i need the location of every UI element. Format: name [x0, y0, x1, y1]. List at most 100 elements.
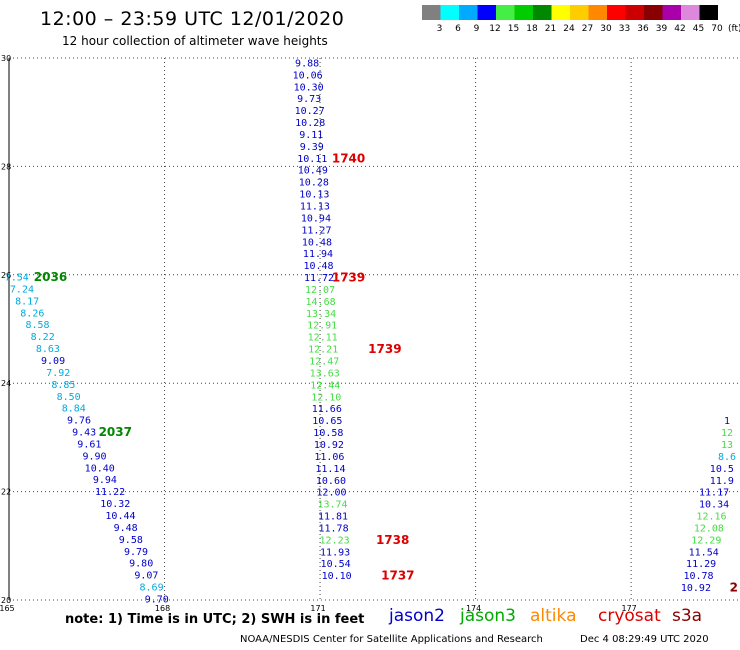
color-swatch [644, 5, 663, 20]
pass-time-label: 1739 [332, 271, 365, 285]
color-scale-label: 30 [600, 24, 612, 34]
footer-note: note: 1) Time is in UTC; 2) SWH is in fe… [65, 612, 365, 627]
wave-height-value: 7.92 [46, 368, 70, 379]
color-swatch [681, 5, 700, 20]
wave-height-value: 9.76 [67, 416, 91, 427]
color-scale-label: 39 [656, 24, 668, 34]
wave-height-value: 11.9 [710, 476, 734, 487]
color-scale-label: 27 [582, 24, 593, 34]
wave-height-value: 10.49 [298, 166, 328, 177]
wave-height-value: 12.07 [305, 285, 335, 296]
color-swatch [570, 5, 589, 20]
wave-height-value: 10.5 [710, 464, 734, 475]
wave-height-value: 9.09 [41, 356, 65, 367]
color-scale-label: 42 [674, 24, 685, 34]
color-scale-label: 21 [545, 24, 556, 34]
pass-time-label: 1740 [332, 151, 365, 165]
color-scale-label: 9 [474, 24, 480, 34]
wave-height-value: 10.58 [313, 428, 343, 439]
wave-height-value: 10.94 [301, 213, 331, 224]
wave-height-value: 10.30 [294, 82, 324, 93]
wave-height-value: 10.32 [100, 499, 130, 510]
wave-height-value: 8.69 [140, 583, 164, 594]
credit-line: NOAA/NESDIS Center for Satellite Applica… [240, 634, 543, 645]
wave-height-value: 12 [721, 428, 733, 439]
generated-timestamp: Dec 4 08:29:49 UTC 2020 [580, 634, 709, 645]
wave-height-value: 9.61 [77, 439, 101, 450]
wave-height-value: 11.93 [320, 547, 350, 558]
wave-height-value: 9.80 [129, 559, 153, 570]
wave-height-value: 10.40 [85, 463, 115, 474]
color-scale-label: 33 [619, 24, 630, 34]
wave-height-value: 10.54 [321, 559, 351, 570]
x-tick-label: 168 [155, 604, 170, 613]
wave-height-value: 10.48 [303, 261, 333, 272]
wave-height-value: 9.43 [72, 428, 96, 439]
y-tick-label: 24 [1, 379, 11, 388]
color-scale-label: 24 [563, 24, 575, 34]
color-scale-label: 36 [637, 24, 649, 34]
wave-height-value: 12.47 [309, 357, 339, 368]
wave-height-value: 9.90 [82, 451, 106, 462]
color-scale-label: 3 [437, 24, 443, 34]
wave-height-value: 11.29 [686, 559, 716, 570]
wave-height-value: 10.27 [295, 106, 325, 117]
wave-height-value: 10.48 [302, 237, 332, 248]
wave-height-value: 12.21 [308, 345, 338, 356]
wave-height-value: 8.85 [51, 380, 75, 391]
wave-height-value: 7.54 [5, 273, 29, 284]
wave-height-value: 8.6 [718, 452, 736, 463]
wave-height-value: 9.48 [114, 523, 138, 534]
color-scale-label: 70 [711, 24, 723, 34]
wave-height-value: 11.66 [312, 404, 342, 415]
wave-height-value: 9.79 [124, 547, 148, 558]
color-swatch [625, 5, 644, 20]
wave-height-value: 10.06 [293, 70, 323, 81]
wave-height-value: 10.28 [299, 178, 329, 189]
wave-height-value: 8.22 [31, 332, 55, 343]
wave-height-value: 10.92 [314, 440, 344, 451]
wave-height-value: 11.94 [303, 249, 333, 260]
pass-time-label: 1738 [376, 533, 409, 547]
y-tick-label: 30 [1, 54, 11, 63]
x-tick-label: 171 [310, 604, 325, 613]
wave-height-value: 9.70 [145, 594, 169, 605]
color-scale-unit: (ft) [728, 24, 740, 34]
wave-height-value: 12.91 [307, 321, 337, 332]
wave-height-value: 9.94 [93, 475, 117, 486]
wave-height-value: 9.11 [299, 130, 323, 141]
wave-height-value: 8.84 [62, 404, 86, 415]
wave-height-value: 13.63 [310, 368, 340, 379]
color-scale-label: 18 [526, 24, 538, 34]
y-tick-label: 28 [1, 162, 11, 171]
wave-height-value: 11.54 [689, 547, 719, 558]
wave-height-value: 10.92 [681, 583, 711, 594]
color-swatch [422, 5, 441, 20]
wave-height-value: 12.29 [691, 535, 721, 546]
wave-height-value: 9.73 [297, 94, 321, 105]
wave-height-value: 11.81 [318, 512, 348, 523]
color-swatch [588, 5, 607, 20]
wave-height-value: 8.17 [15, 296, 39, 307]
x-tick-label: 174 [466, 604, 481, 613]
color-swatch [551, 5, 570, 20]
wave-height-value: 8.58 [25, 320, 49, 331]
wave-height-value: 12.00 [316, 488, 346, 499]
wave-height-value: 9.58 [119, 535, 143, 546]
wave-height-value: 1 [724, 416, 730, 427]
chart-title: 12:00 – 23:59 UTC 12/01/2020 [40, 8, 345, 30]
wave-height-value: 8.26 [20, 308, 44, 319]
wave-height-value: 12.10 [311, 392, 341, 403]
wave-height-value: 9.39 [300, 142, 324, 153]
wave-height-value: 10.34 [699, 500, 729, 511]
wave-height-value: 10.10 [322, 571, 352, 582]
wave-height-value: 11.14 [315, 464, 345, 475]
wave-height-value: 14.68 [306, 297, 336, 308]
wave-height-value: 10.11 [297, 154, 327, 165]
wave-height-value: 13.74 [317, 500, 347, 511]
legend-altika: altika [530, 606, 577, 626]
color-swatch [477, 5, 496, 20]
color-swatch [496, 5, 515, 20]
